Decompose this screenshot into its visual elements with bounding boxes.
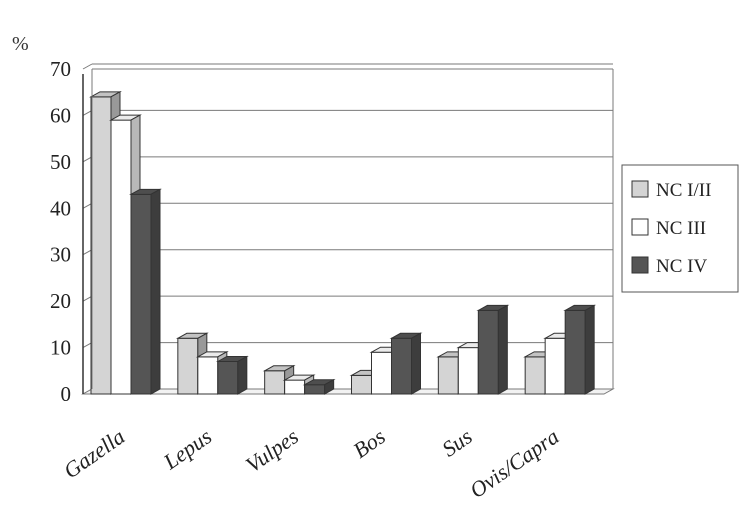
category-label: Vulpes [241, 424, 303, 478]
legend-label: NC III [656, 218, 706, 239]
bar [389, 332, 423, 395]
bar [476, 304, 510, 395]
y-axis-unit-label: % [12, 33, 29, 55]
category-label: Sus [437, 424, 476, 462]
category-label: Lepus [158, 424, 216, 475]
y-tick-label: 0 [61, 382, 72, 406]
y-tick-label: 50 [50, 150, 71, 174]
bar [302, 378, 336, 395]
gridline-side [82, 63, 93, 70]
y-tick-label: 40 [50, 196, 71, 220]
category-label: Bos [348, 424, 389, 463]
category-label: Gazella [59, 424, 129, 484]
y-tick-label: 20 [50, 289, 71, 313]
category-label: Ovis/Capra [465, 424, 563, 503]
bars [89, 91, 597, 395]
bar [215, 355, 249, 395]
y-tick-labels: 0 10 20 30 40 50 60 70 [50, 57, 71, 406]
y-tick-label: 60 [50, 103, 71, 127]
legend-label: NC I/II [656, 180, 711, 201]
legend-swatch [631, 256, 649, 274]
y-tick-label: 30 [50, 243, 71, 267]
y-tick-label: 70 [50, 57, 71, 81]
axes [82, 68, 614, 394]
bar [563, 304, 597, 395]
bar [129, 188, 162, 395]
legend-label: NC IV [656, 256, 707, 277]
grid-lines [82, 63, 613, 395]
legend-swatch [631, 180, 649, 198]
legend: NC I/II NC III NC IV [621, 164, 739, 293]
y-tick-label: 10 [50, 336, 71, 360]
legend-swatch [631, 218, 649, 236]
